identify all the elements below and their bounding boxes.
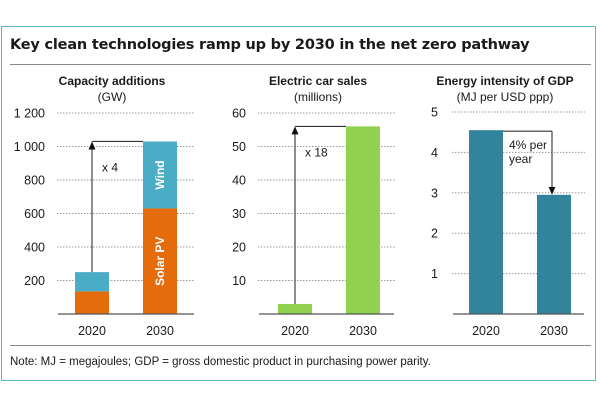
note-divider [10,345,591,346]
panel2-category-label: 2030 [349,324,377,338]
panel2-arrowhead-icon [291,126,299,135]
panel3-ytick-label: 5 [431,106,438,120]
panel3-decline-annotation: 4% per [509,138,547,152]
panel2-ytick-label: 10 [232,274,246,288]
panel3-ytick-label: 1 [431,267,438,281]
panel3-ytick-label: 3 [431,186,438,200]
panel3-ytick-label: 2 [431,227,438,241]
panel2-category-label: 2020 [281,324,309,338]
panel1-ytick-label: 1 200 [14,107,45,121]
panel1-segment-label: Wind [153,160,167,189]
panel1-segment-label: Solar PV [153,237,167,286]
panel1-category-label: 2020 [78,324,106,338]
panel1-title: Capacity additions [59,74,166,88]
title-divider [10,64,591,65]
panel2-bar-2020-electric-car-sales [278,303,312,314]
panel1-unit: (GW) [98,90,127,104]
panel3-category-label: 2020 [472,324,500,338]
panel3-bar-2030-energy-intensity [537,194,571,314]
panel1-category-label: 2030 [146,324,174,338]
figure-title: Key clean technologies ramp up by 2030 i… [10,37,530,53]
panel2-ytick-label: 60 [232,107,246,121]
panel1-bar-2020-wind [75,272,109,292]
panel1-ytick-label: 1 000 [14,140,45,154]
panel3-ytick-label: 4 [431,146,438,160]
panel3-decline-annotation: year [509,152,532,166]
panel3-arrowhead-icon [548,186,556,195]
panel3-title: Energy intensity of GDP [436,74,573,88]
panel1-bar-2030-solar-pv [143,208,177,314]
panel2-bar-2030-electric-car-sales [346,126,380,315]
panel2-growth-annotation: x 18 [305,145,328,159]
panel1-bar-2030-wind [143,141,177,209]
panel2-title: Electric car sales [269,74,367,88]
figure-note: Note: MJ = megajoules; GDP = gross domes… [10,356,431,368]
figure-frame [1,26,596,381]
panel1-bar-2020-solar-pv [75,291,109,314]
panel1-ytick-label: 400 [24,241,45,255]
panel2-unit: (millions) [294,90,342,104]
panel3-category-label: 2030 [540,324,568,338]
panel3-bar-2020-energy-intensity [469,130,503,314]
panel1-growth-annotation: x 4 [102,160,118,174]
panel2-ytick-label: 20 [232,241,246,255]
panel2-ytick-label: 40 [232,174,246,188]
panel1-arrowhead-icon [88,141,96,150]
panel1-ytick-label: 200 [24,274,45,288]
panel2-ytick-label: 50 [232,140,246,154]
panel2-ytick-label: 30 [232,207,246,221]
panel1-ytick-label: 800 [24,174,45,188]
panel1-ytick-label: 600 [24,207,45,221]
panel3-unit: (MJ per USD ppp) [457,90,554,104]
